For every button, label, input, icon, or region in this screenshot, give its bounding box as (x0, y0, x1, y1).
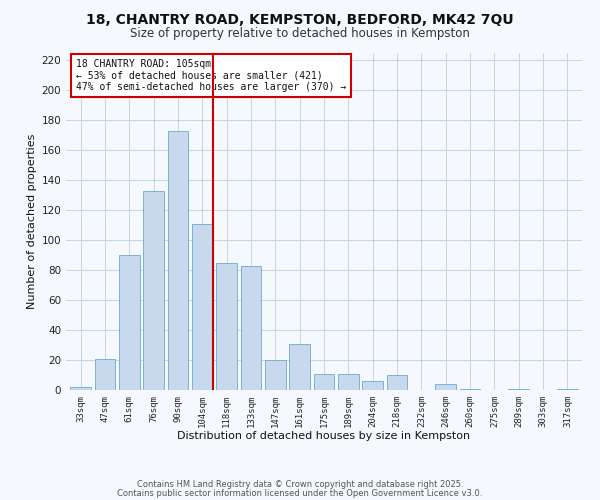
Bar (289, 344, 310, 390)
Bar (508, 388, 529, 390)
Bar (192, 224, 212, 390)
Text: Size of property relative to detached houses in Kempston: Size of property relative to detached ho… (130, 28, 470, 40)
Bar (216, 262, 237, 390)
Text: 18, CHANTRY ROAD, KEMPSTON, BEDFORD, MK42 7QU: 18, CHANTRY ROAD, KEMPSTON, BEDFORD, MK4… (86, 12, 514, 26)
Bar (436, 384, 456, 390)
Bar (143, 190, 164, 390)
Bar (241, 266, 262, 390)
Text: 18 CHANTRY ROAD: 105sqm
← 53% of detached houses are smaller (421)
47% of semi-d: 18 CHANTRY ROAD: 105sqm ← 53% of detache… (76, 59, 347, 92)
Text: Contains public sector information licensed under the Open Government Licence v3: Contains public sector information licen… (118, 488, 482, 498)
Bar (557, 388, 578, 390)
Text: Contains HM Land Registry data © Crown copyright and database right 2025.: Contains HM Land Registry data © Crown c… (137, 480, 463, 489)
Bar (460, 388, 481, 390)
Bar (362, 381, 383, 390)
Bar (265, 360, 286, 390)
Bar (70, 387, 91, 390)
Bar (386, 375, 407, 390)
Bar (314, 374, 334, 390)
X-axis label: Distribution of detached houses by size in Kempston: Distribution of detached houses by size … (178, 432, 470, 442)
Bar (119, 255, 140, 390)
Bar (167, 130, 188, 390)
Bar (338, 374, 359, 390)
Bar (95, 358, 115, 390)
Y-axis label: Number of detached properties: Number of detached properties (27, 134, 37, 309)
